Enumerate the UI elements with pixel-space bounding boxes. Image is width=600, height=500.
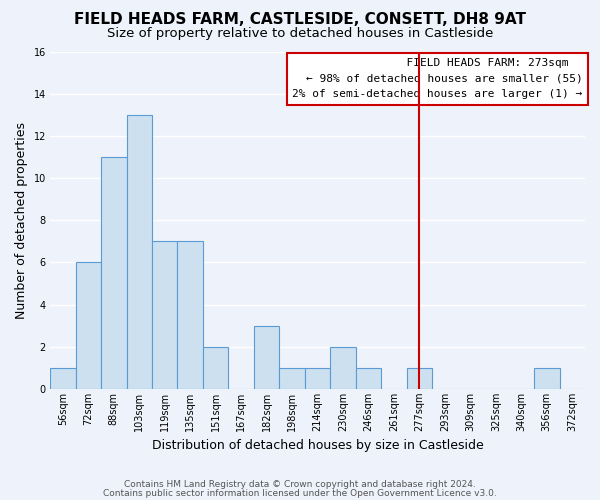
Bar	[127, 115, 152, 389]
Bar	[203, 346, 229, 389]
Bar	[50, 368, 76, 389]
Bar	[178, 242, 203, 389]
Bar	[152, 242, 178, 389]
Text: Size of property relative to detached houses in Castleside: Size of property relative to detached ho…	[107, 28, 493, 40]
Bar	[76, 262, 101, 389]
Bar	[254, 326, 280, 389]
Bar	[280, 368, 305, 389]
Text: Contains HM Land Registry data © Crown copyright and database right 2024.: Contains HM Land Registry data © Crown c…	[124, 480, 476, 489]
Bar	[305, 368, 330, 389]
X-axis label: Distribution of detached houses by size in Castleside: Distribution of detached houses by size …	[152, 440, 484, 452]
Y-axis label: Number of detached properties: Number of detached properties	[15, 122, 28, 318]
Text: Contains public sector information licensed under the Open Government Licence v3: Contains public sector information licen…	[103, 489, 497, 498]
Bar	[356, 368, 381, 389]
Bar	[101, 157, 127, 389]
Bar	[330, 346, 356, 389]
Text: FIELD HEADS FARM: 273sqm  
← 98% of detached houses are smaller (55)
2% of semi-: FIELD HEADS FARM: 273sqm ← 98% of detach…	[292, 58, 583, 100]
Bar	[407, 368, 432, 389]
Bar	[534, 368, 560, 389]
Text: FIELD HEADS FARM, CASTLESIDE, CONSETT, DH8 9AT: FIELD HEADS FARM, CASTLESIDE, CONSETT, D…	[74, 12, 526, 28]
